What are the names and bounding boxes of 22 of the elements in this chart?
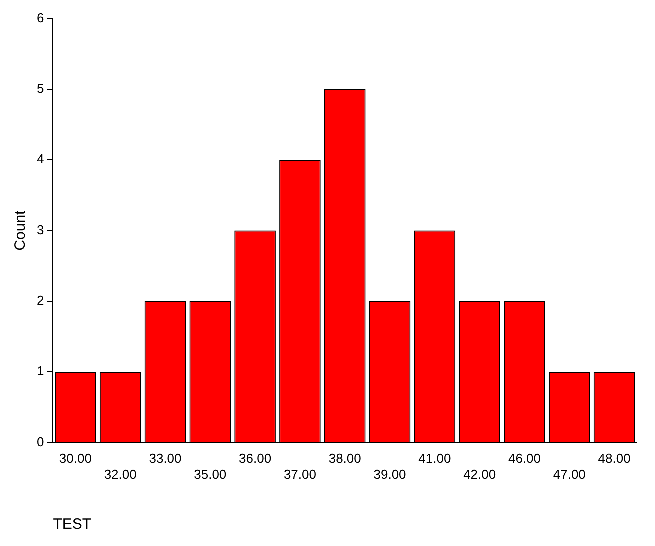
x-tick-label: 30.00 [59,451,92,466]
x-tick-label: 36.00 [239,451,272,466]
x-tick-label: 33.00 [149,451,182,466]
x-tick-label: 39.00 [374,466,406,482]
y-tick-label: 0 [36,434,44,450]
x-tick-label: 35.00 [194,466,227,482]
y-tick-label: 5 [36,81,44,96]
x-tick-label: 47.00 [553,466,586,482]
x-axis-title: TEST [53,516,92,534]
y-tick-label: 3 [36,222,44,238]
x-tick-label: 38.00 [328,451,362,466]
x-tick-label: 42.00 [464,466,496,482]
x-tick-label: 37.00 [284,466,316,482]
x-tick-label: 41.00 [418,451,452,466]
x-tick-label: 46.00 [508,451,542,466]
y-tick-label: 6 [36,10,44,26]
y-tick-label: 2 [36,293,44,308]
x-tick-label: 48.00 [598,451,631,466]
x-tick-label: 32.00 [104,466,137,482]
y-axis-title: Count [12,210,30,251]
y-tick-label: 1 [36,364,44,379]
y-tick-label: 4 [36,152,44,167]
